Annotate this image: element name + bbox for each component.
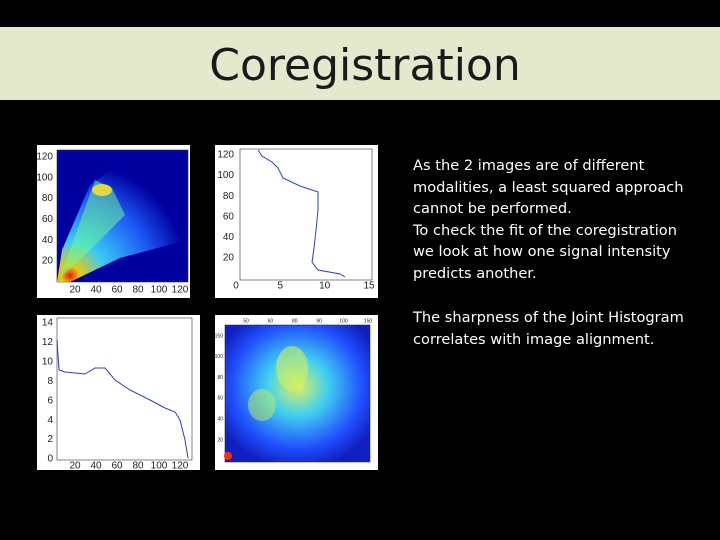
y-tick-label: 120: [217, 150, 234, 161]
x-tick-label: 80: [292, 318, 298, 324]
x-tick-label: 120: [172, 285, 189, 296]
x-tick-label: 120: [172, 461, 189, 472]
y-tick-label: 120: [36, 152, 53, 163]
plot-area: [239, 148, 373, 281]
text-line: cannot be performed.: [413, 200, 572, 218]
heatmap: [60, 180, 125, 278]
y-tick-label: 10: [42, 356, 54, 367]
paragraph: The sharpness of the Joint Histogram corr…: [413, 307, 684, 350]
y-tick-label: 100: [215, 354, 224, 360]
y-tick-label: 60: [217, 396, 223, 402]
y-tick-label: 80: [223, 191, 235, 202]
text-line: predicts another.: [413, 264, 537, 282]
y-tick-label: 12: [42, 337, 54, 348]
x-tick-label: 100: [339, 318, 348, 324]
heatmap: [224, 324, 371, 463]
y-tick-label: 40: [42, 235, 54, 246]
x-tick-label: 50: [243, 318, 249, 324]
y-tick-label: 20: [42, 256, 54, 267]
text-line: modalities, a least squared approach: [413, 178, 684, 196]
text-line: As the 2 images are of different: [413, 157, 645, 174]
x-tick-label: 40: [90, 461, 102, 472]
slide-title: Coregistration: [209, 40, 521, 91]
x-tick-label: 15: [363, 281, 375, 292]
heatmap: [224, 452, 232, 460]
text-line: correlates with image alignment.: [413, 330, 655, 348]
y-tick-label: 0: [47, 454, 53, 465]
y-tick-label: 40: [223, 232, 235, 243]
y-tick-label: 40: [217, 417, 223, 423]
x-tick-label: 100: [151, 285, 168, 296]
x-tick-label: 80: [132, 285, 144, 296]
plot-area: [56, 317, 193, 461]
x-tick-label: 80: [132, 461, 144, 472]
x-tick-label: 60: [111, 285, 123, 296]
y-tick-label: 2: [47, 434, 53, 445]
x-tick-label: 90: [316, 318, 322, 324]
x-tick-label: 20: [69, 285, 81, 296]
y-tick-label: 4: [47, 415, 53, 426]
x-tick-label: 100: [151, 461, 168, 472]
profile-line: [257, 149, 346, 278]
paragraph: As the 2 images are of different modaliti…: [413, 155, 684, 285]
y-tick-label: 60: [42, 214, 54, 225]
x-tick-label: 0: [233, 281, 239, 292]
y-tick-label: 20: [217, 437, 223, 443]
y-tick-label: 14: [42, 318, 54, 329]
x-tick-label: 10: [319, 281, 331, 292]
x-tick-label: 20: [69, 461, 81, 472]
heatmap: [92, 184, 112, 196]
text-line: we look at how one signal intensity: [413, 243, 671, 261]
x-tick-label: 40: [90, 285, 102, 296]
y-tick-label: 20: [223, 253, 235, 264]
y-tick-label: 80: [42, 193, 54, 204]
y-tick-label: 100: [36, 172, 53, 183]
y-tick-label: 60: [223, 211, 235, 222]
y-tick-label: 100: [217, 170, 234, 181]
y-tick-label: 8: [47, 376, 53, 387]
x-tick-label: 150: [364, 318, 373, 324]
heatmap: [276, 346, 308, 390]
x-tick-label: 60: [111, 461, 123, 472]
x-tick-label: 5: [278, 281, 284, 292]
heatmap: [248, 389, 276, 421]
y-tick-label: 6: [47, 395, 53, 406]
y-tick-label: 80: [217, 375, 223, 381]
text-line: To check the fit of the coregistration: [413, 221, 677, 239]
text-line: The sharpness of the Joint Histogram: [413, 309, 684, 326]
x-tick-label: 60: [268, 318, 274, 324]
profile-line: [56, 339, 189, 459]
y-tick-label: 150: [215, 333, 224, 339]
title-band: [0, 27, 720, 100]
